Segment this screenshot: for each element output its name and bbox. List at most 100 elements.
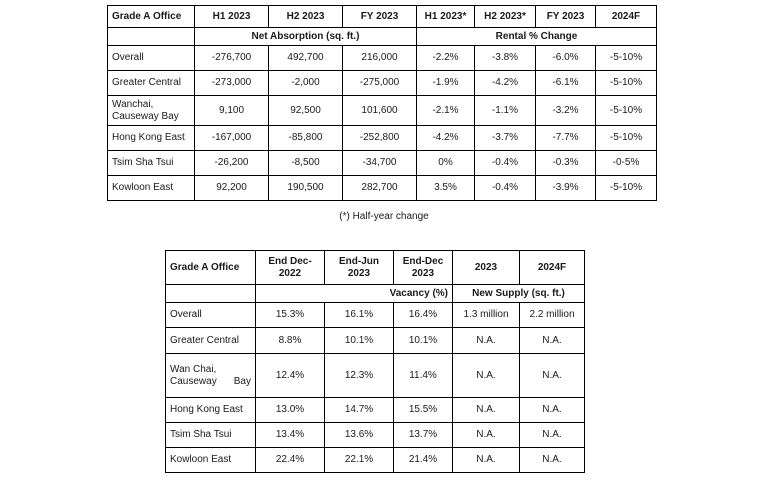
cell: 10.1% bbox=[324, 327, 394, 354]
cell: 13.4% bbox=[255, 422, 325, 448]
cell: 13.6% bbox=[324, 422, 394, 448]
table-row: Hong Kong East 13.0% 14.7% 15.5% N.A. N.… bbox=[165, 397, 585, 423]
row-label: Wanchai, Causeway Bay bbox=[107, 95, 195, 126]
header-cell: FY 2023 bbox=[535, 5, 596, 28]
footnote: (*) Half-year change bbox=[339, 211, 429, 222]
cell: 492,700 bbox=[268, 45, 343, 71]
cell: -6.0% bbox=[535, 45, 596, 71]
header-cell: H1 2023* bbox=[416, 5, 475, 28]
header-cell: 2024F bbox=[519, 250, 585, 285]
cell: 101,600 bbox=[342, 95, 417, 126]
header-cell: End Dec-2022 bbox=[255, 250, 325, 285]
cell: -1.1% bbox=[474, 95, 536, 126]
table-row: Overall 15.3% 16.1% 16.4% 1.3 million 2.… bbox=[165, 302, 585, 328]
cell: N.A. bbox=[519, 447, 585, 473]
group-header-row: Vacancy (%) New Supply (sq. ft.) bbox=[165, 284, 585, 303]
header-cell: 2024F bbox=[595, 5, 657, 28]
table-row: Overall -276,700 492,700 216,000 -2.2% -… bbox=[107, 45, 657, 71]
cell: 13.7% bbox=[393, 422, 453, 448]
header-cell: End-Jun 2023 bbox=[324, 250, 394, 285]
table-row: Tsim Sha Tsui 13.4% 13.6% 13.7% N.A. N.A… bbox=[165, 422, 585, 448]
header-cell: End-Dec 2023 bbox=[393, 250, 453, 285]
cell: 15.5% bbox=[393, 397, 453, 423]
cell: 15.3% bbox=[255, 302, 325, 328]
table-row: Wanchai, Causeway Bay 9,100 92,500 101,6… bbox=[107, 95, 657, 126]
cell: -6.1% bbox=[535, 70, 596, 96]
header-row: Grade A Office End Dec-2022 End-Jun 2023… bbox=[165, 250, 585, 285]
cell: N.A. bbox=[452, 353, 520, 398]
blank-cell bbox=[165, 284, 256, 303]
table-row: Tsim Sha Tsui -26,200 -8,500 -34,700 0% … bbox=[107, 150, 657, 176]
cell: -2,000 bbox=[268, 70, 343, 96]
cell: 21.4% bbox=[393, 447, 453, 473]
cell: N.A. bbox=[452, 447, 520, 473]
group-header-vacancy: Vacancy (%) bbox=[255, 284, 453, 303]
table-row: Wan Chai, Causeway Bay 12.4% 12.3% 11.4%… bbox=[165, 353, 585, 398]
cell: 11.4% bbox=[393, 353, 453, 398]
cell: -5-10% bbox=[595, 175, 657, 201]
cell: -2.1% bbox=[416, 95, 475, 126]
cell: -0.3% bbox=[535, 150, 596, 176]
cell: N.A. bbox=[519, 327, 585, 354]
cell: N.A. bbox=[519, 353, 585, 398]
row-label: Hong Kong East bbox=[107, 125, 195, 151]
cell: -3.7% bbox=[474, 125, 536, 151]
cell: -0.4% bbox=[474, 175, 536, 201]
cell: -0-5% bbox=[595, 150, 657, 176]
cell: 3.5% bbox=[416, 175, 475, 201]
row-label: Greater Central bbox=[107, 70, 195, 96]
cell: -85,800 bbox=[268, 125, 343, 151]
cell: -3.9% bbox=[535, 175, 596, 201]
group-header-absorption: Net Absorption (sq. ft.) bbox=[194, 27, 417, 46]
group-header-rental: Rental % Change bbox=[416, 27, 657, 46]
cell: -5-10% bbox=[595, 125, 657, 151]
cell: -5-10% bbox=[595, 70, 657, 96]
table-row: Hong Kong East -167,000 -85,800 -252,800… bbox=[107, 125, 657, 151]
row-label: Tsim Sha Tsui bbox=[165, 422, 256, 448]
cell: -7.7% bbox=[535, 125, 596, 151]
group-header-supply: New Supply (sq. ft.) bbox=[452, 284, 585, 303]
cell: -3.2% bbox=[535, 95, 596, 126]
group-header-row: Net Absorption (sq. ft.) Rental % Change bbox=[107, 27, 657, 46]
cell: 9,100 bbox=[194, 95, 269, 126]
cell: -34,700 bbox=[342, 150, 417, 176]
cell: N.A. bbox=[452, 327, 520, 354]
cell: 0% bbox=[416, 150, 475, 176]
cell: -26,200 bbox=[194, 150, 269, 176]
header-cell: 2023 bbox=[452, 250, 520, 285]
row-label: Hong Kong East bbox=[165, 397, 256, 423]
cell: -3.8% bbox=[474, 45, 536, 71]
vacancy-supply-table: Grade A Office End Dec-2022 End-Jun 2023… bbox=[165, 250, 585, 473]
cell: -1.9% bbox=[416, 70, 475, 96]
cell: -167,000 bbox=[194, 125, 269, 151]
header-cell: H2 2023 bbox=[268, 5, 343, 28]
cell: 12.3% bbox=[324, 353, 394, 398]
cell: 8.8% bbox=[255, 327, 325, 354]
cell: -4.2% bbox=[416, 125, 475, 151]
header-cell: FY 2023 bbox=[342, 5, 417, 28]
cell: 92,200 bbox=[194, 175, 269, 201]
cell: 2.2 million bbox=[519, 302, 585, 328]
cell: 16.4% bbox=[393, 302, 453, 328]
blank-cell bbox=[107, 27, 195, 46]
cell: -252,800 bbox=[342, 125, 417, 151]
header-row: Grade A Office H1 2023 H2 2023 FY 2023 H… bbox=[107, 5, 657, 28]
cell: -0.4% bbox=[474, 150, 536, 176]
table-row: Kowloon East 22.4% 22.1% 21.4% N.A. N.A. bbox=[165, 447, 585, 473]
row-label: Wan Chai, Causeway Bay bbox=[165, 353, 256, 398]
row-label: Kowloon East bbox=[165, 447, 256, 473]
cell: -8,500 bbox=[268, 150, 343, 176]
cell: 10.1% bbox=[393, 327, 453, 354]
cell: -5-10% bbox=[595, 45, 657, 71]
row-label: Overall bbox=[165, 302, 256, 328]
table-row: Kowloon East 92,200 190,500 282,700 3.5%… bbox=[107, 175, 657, 201]
row-label: Kowloon East bbox=[107, 175, 195, 201]
cell: 12.4% bbox=[255, 353, 325, 398]
cell: -4.2% bbox=[474, 70, 536, 96]
cell: N.A. bbox=[519, 422, 585, 448]
cell: 190,500 bbox=[268, 175, 343, 201]
cell: -276,700 bbox=[194, 45, 269, 71]
header-cell: Grade A Office bbox=[107, 5, 195, 28]
row-label: Tsim Sha Tsui bbox=[107, 150, 195, 176]
cell: 92,500 bbox=[268, 95, 343, 126]
